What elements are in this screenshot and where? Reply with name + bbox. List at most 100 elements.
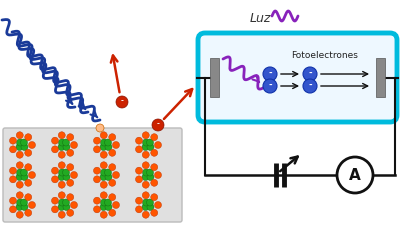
Circle shape <box>96 124 104 132</box>
Circle shape <box>142 162 149 169</box>
Circle shape <box>58 139 66 146</box>
Circle shape <box>63 174 70 180</box>
Circle shape <box>136 176 142 183</box>
Circle shape <box>151 134 158 141</box>
Circle shape <box>58 204 65 210</box>
Circle shape <box>16 169 24 176</box>
Circle shape <box>144 172 152 178</box>
Circle shape <box>16 132 23 139</box>
Circle shape <box>10 137 16 144</box>
Circle shape <box>58 192 65 199</box>
Text: Luz: Luz <box>249 12 271 24</box>
Circle shape <box>25 179 32 186</box>
Circle shape <box>21 204 28 210</box>
Circle shape <box>154 202 162 208</box>
Circle shape <box>62 139 70 146</box>
Circle shape <box>146 199 154 206</box>
Circle shape <box>60 202 68 208</box>
Circle shape <box>21 174 28 180</box>
Circle shape <box>142 181 149 188</box>
Circle shape <box>94 176 100 183</box>
Circle shape <box>16 174 23 180</box>
Circle shape <box>142 139 150 146</box>
Circle shape <box>142 151 149 158</box>
Circle shape <box>100 181 107 188</box>
Circle shape <box>136 206 142 213</box>
Circle shape <box>16 162 23 169</box>
Text: A: A <box>349 168 361 182</box>
Circle shape <box>70 172 78 178</box>
Circle shape <box>58 181 65 188</box>
Text: -: - <box>308 68 312 78</box>
Circle shape <box>112 172 120 178</box>
Circle shape <box>100 144 107 150</box>
Circle shape <box>16 199 24 206</box>
Circle shape <box>62 169 70 176</box>
Circle shape <box>109 179 116 186</box>
Circle shape <box>152 119 164 131</box>
Circle shape <box>94 167 100 174</box>
Circle shape <box>62 199 70 206</box>
Circle shape <box>58 211 65 218</box>
Circle shape <box>60 172 68 178</box>
Circle shape <box>58 199 66 206</box>
Circle shape <box>60 142 68 148</box>
Circle shape <box>63 144 70 150</box>
Circle shape <box>10 176 16 183</box>
Circle shape <box>102 142 110 148</box>
Circle shape <box>147 174 154 180</box>
Bar <box>210 58 219 97</box>
Circle shape <box>105 204 112 210</box>
Circle shape <box>100 162 107 169</box>
Circle shape <box>18 142 26 148</box>
Circle shape <box>67 149 74 156</box>
Circle shape <box>100 151 107 158</box>
Circle shape <box>109 134 116 141</box>
Circle shape <box>58 169 66 176</box>
Text: Fotoelectrones: Fotoelectrones <box>292 50 358 59</box>
Circle shape <box>94 206 100 213</box>
Circle shape <box>104 199 112 206</box>
Circle shape <box>16 204 23 210</box>
FancyBboxPatch shape <box>198 33 397 122</box>
Circle shape <box>58 132 65 139</box>
Text: -: - <box>120 98 124 104</box>
Circle shape <box>94 137 100 144</box>
FancyBboxPatch shape <box>3 128 182 222</box>
Circle shape <box>337 157 373 193</box>
Circle shape <box>109 149 116 156</box>
Circle shape <box>105 144 112 150</box>
Circle shape <box>102 202 110 208</box>
Circle shape <box>16 192 23 199</box>
Circle shape <box>52 206 58 213</box>
Text: -: - <box>268 80 272 90</box>
Circle shape <box>142 132 149 139</box>
Circle shape <box>144 142 152 148</box>
Circle shape <box>100 169 108 176</box>
Circle shape <box>147 144 154 150</box>
Circle shape <box>142 192 149 199</box>
Circle shape <box>70 142 78 148</box>
Circle shape <box>52 197 58 204</box>
Circle shape <box>147 204 154 210</box>
Circle shape <box>58 162 65 169</box>
Circle shape <box>67 134 74 141</box>
Circle shape <box>94 197 100 204</box>
Circle shape <box>109 164 116 171</box>
Circle shape <box>102 172 110 178</box>
Circle shape <box>112 142 120 148</box>
Circle shape <box>100 192 107 199</box>
Circle shape <box>136 146 142 153</box>
Circle shape <box>25 209 32 216</box>
Circle shape <box>151 194 158 201</box>
Circle shape <box>136 167 142 174</box>
Circle shape <box>109 194 116 201</box>
Circle shape <box>100 139 108 146</box>
Circle shape <box>16 139 24 146</box>
Circle shape <box>136 197 142 204</box>
Circle shape <box>100 204 107 210</box>
Circle shape <box>67 209 74 216</box>
Circle shape <box>18 172 26 178</box>
Circle shape <box>146 139 154 146</box>
Circle shape <box>16 211 23 218</box>
